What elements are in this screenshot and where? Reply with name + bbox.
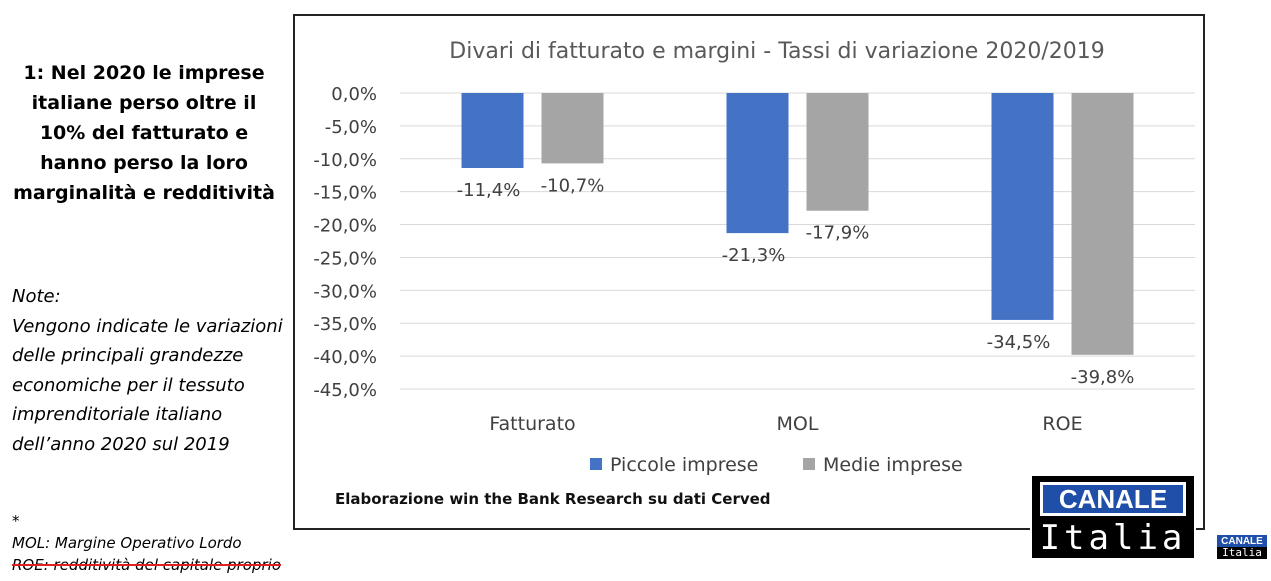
bug-top-text: CANALE	[1221, 536, 1263, 547]
chart-title: Divari di fatturato e margini - Tassi di…	[449, 39, 1104, 64]
bug-bottom-text: Italia	[1217, 547, 1267, 559]
bar-piccole-imprese-fatturato	[461, 93, 524, 168]
bar-medie-imprese-fatturato	[541, 93, 604, 164]
x-category-label: MOL	[777, 413, 819, 435]
notes-block: Note: Vengono indicate le variazioni del…	[12, 282, 292, 459]
bar-medie-imprese-mol	[806, 93, 869, 211]
y-tick-label: 0,0%	[331, 84, 377, 105]
corner-channel-bug: CANALE Italia	[1216, 534, 1268, 560]
data-label: -17,9%	[806, 223, 870, 244]
y-tick-label: -5,0%	[325, 117, 377, 138]
y-tick-label: -30,0%	[313, 281, 377, 302]
y-tick-label: -35,0%	[313, 314, 377, 335]
chart-frame: Divari di fatturato e margini - Tassi di…	[293, 14, 1205, 530]
footnote-mol: MOL: Margine Operativo Lordo	[12, 534, 242, 552]
legend-entry: Medie imprese	[823, 454, 963, 476]
footnotes-block: * MOL: Margine Operativo Lordo ROE: redd…	[12, 510, 292, 576]
data-label: -21,3%	[722, 245, 786, 266]
x-category-label: ROE	[1042, 413, 1082, 435]
canale-italia-logo: CANALE Italia	[1030, 474, 1196, 560]
legend-entry: Piccole imprese	[610, 454, 758, 476]
footnote-star: *	[12, 512, 20, 530]
y-tick-label: -25,0%	[313, 248, 377, 269]
y-tick-label: -40,0%	[313, 347, 377, 368]
legend-swatch	[590, 458, 602, 470]
bar-piccole-imprese-roe	[991, 93, 1054, 320]
logo-top-text: CANALE	[1040, 482, 1186, 516]
logo-bottom-text: Italia	[1039, 518, 1187, 558]
data-label: -34,5%	[987, 332, 1051, 353]
bar-medie-imprese-roe	[1071, 93, 1134, 355]
y-tick-label: -10,0%	[313, 150, 377, 171]
y-tick-label: -15,0%	[313, 183, 377, 204]
y-tick-label: -45,0%	[313, 380, 377, 401]
slide-headline: 1: Nel 2020 le imprese italiane perso ol…	[13, 62, 275, 204]
x-category-label: Fatturato	[489, 413, 575, 435]
data-label: -11,4%	[457, 180, 521, 201]
bar-chart: Divari di fatturato e margini - Tassi di…	[313, 39, 1195, 476]
notes-title: Note:	[12, 286, 61, 307]
legend-swatch	[803, 458, 815, 470]
data-label: -10,7%	[541, 175, 605, 196]
chart-source-note: Elaborazione win the Bank Research su da…	[335, 490, 771, 508]
bar-piccole-imprese-mol	[726, 93, 789, 234]
y-tick-label: -20,0%	[313, 216, 377, 237]
footnote-roe: ROE: redditività del capitale proprio	[12, 556, 282, 574]
data-label: -39,8%	[1071, 367, 1135, 388]
notes-body: Vengono indicate le variazioni delle pri…	[12, 315, 283, 455]
